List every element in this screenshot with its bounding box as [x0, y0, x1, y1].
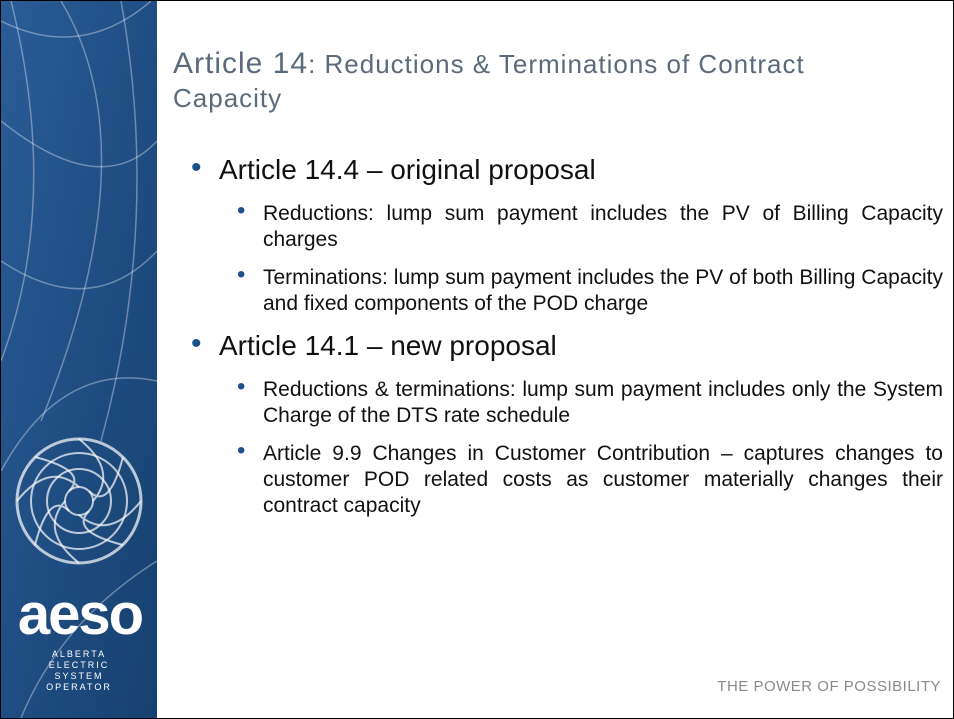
slide: aeso ALBERTAELECTRICSYSTEMOPERATOR Artic…: [0, 0, 954, 719]
sub-bullet: Reductions & terminations: lump sum paym…: [235, 377, 943, 429]
sub-bullet: Article 9.9 Changes in Customer Contribu…: [235, 441, 943, 519]
sub-bullet: Reductions: lump sum payment includes th…: [235, 201, 943, 253]
logo-line: ALBERTA: [1, 649, 157, 660]
bullet: Article 14.4 – original proposal: [191, 153, 943, 187]
bullet: Article 14.1 – new proposal: [191, 329, 943, 363]
slide-title: Article 14: Reductions & Terminations of…: [173, 47, 913, 115]
title-lead: Article 14: [173, 47, 308, 80]
content: Article 14.4 – original proposal Reductio…: [191, 153, 943, 531]
logo-line: OPERATOR: [1, 682, 157, 693]
logo-line: SYSTEM: [1, 671, 157, 682]
logo-name: aeso: [5, 581, 155, 648]
logo-line: ELECTRIC: [1, 660, 157, 671]
tagline: THE POWER OF POSSIBILITY: [717, 678, 941, 695]
sub-bullet: Terminations: lump sum payment includes …: [235, 265, 943, 317]
